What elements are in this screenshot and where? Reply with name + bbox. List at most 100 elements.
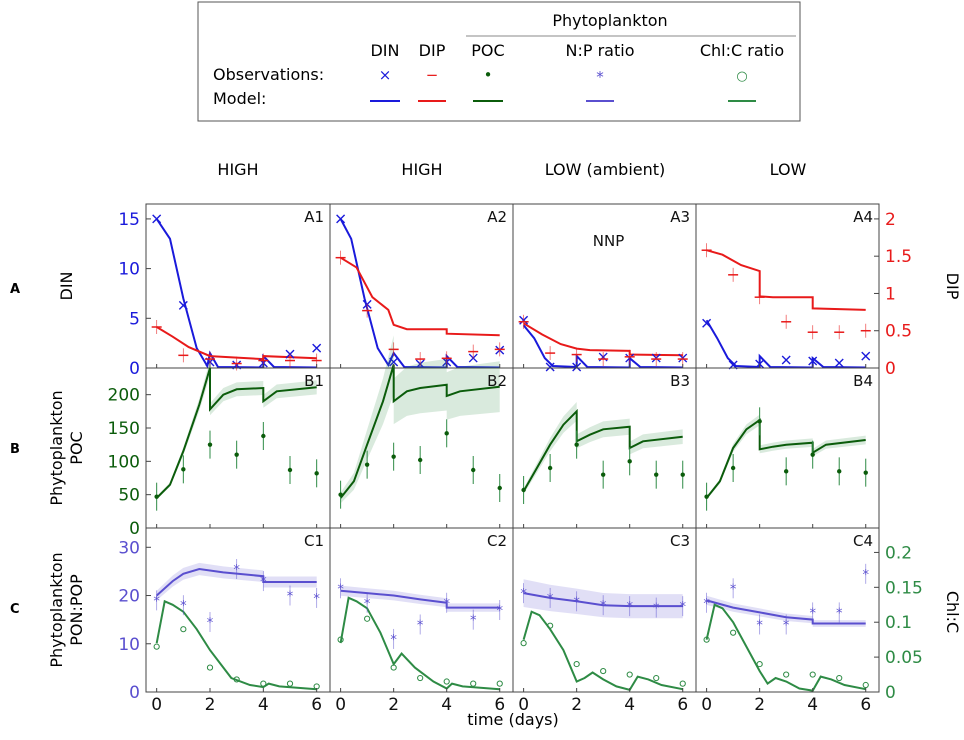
- chl-obs-point: [809, 671, 816, 678]
- chl-obs-point: [626, 671, 633, 678]
- chl-obs-point: [233, 676, 240, 683]
- din-obs-point: [808, 356, 818, 366]
- left-tick-label: 0: [129, 359, 140, 379]
- din-obs-point: [781, 355, 791, 365]
- chl-obs-point: [470, 680, 477, 687]
- left-tick-label: 10: [118, 260, 140, 280]
- poc-obs-point: [497, 485, 502, 491]
- poc-obs-point: [704, 494, 709, 499]
- y-label-np-line1: Phytoplankton: [47, 552, 66, 667]
- panel-b2: B2: [329, 335, 514, 529]
- left-tick-label: 15: [118, 210, 140, 230]
- din-obs-point: [861, 351, 871, 361]
- np-obs-point: *: [443, 597, 450, 612]
- panel-label: A1: [304, 208, 324, 226]
- poc-uncertainty-band: [340, 335, 500, 504]
- poc-obs-point: [314, 471, 319, 476]
- poc-uncertainty-band: [156, 360, 317, 500]
- poc-obs-point: [181, 467, 186, 472]
- panel-frame: [512, 367, 697, 529]
- poc-obs-point: [261, 433, 266, 439]
- x-tick-label: 4: [807, 695, 818, 715]
- legend-obs-din-symbol: ×: [379, 66, 392, 84]
- poc-model-line: [339, 364, 500, 499]
- chl-obs-point: [703, 636, 710, 643]
- x-tick-label: 0: [151, 695, 162, 715]
- left-tick-label: 10: [118, 635, 140, 655]
- din-obs-point: [152, 214, 162, 224]
- column-title-2: HIGH: [401, 160, 442, 179]
- column-title-4: LOW: [770, 160, 807, 179]
- panel-label: C3: [670, 532, 690, 550]
- chl-obs-point: [653, 674, 660, 682]
- np-obs-point: *: [653, 602, 660, 617]
- panel-a1: A1: [145, 203, 331, 371]
- poc-obs-point: [574, 442, 579, 447]
- np-obs-point: *: [679, 600, 686, 615]
- poc-model-line: [522, 408, 683, 492]
- poc-model-line: [705, 418, 866, 499]
- x-tick-label: 4: [624, 695, 635, 715]
- np-obs-point: *: [756, 618, 763, 633]
- chl-model-line: [522, 610, 683, 692]
- x-tick-label: 2: [571, 695, 582, 715]
- chl-obs-point: [390, 664, 397, 671]
- panel-label: C1: [304, 532, 324, 550]
- np-obs-point: *: [390, 633, 397, 648]
- x-tick-label: 6: [494, 695, 505, 715]
- panel-label: B2: [487, 372, 507, 390]
- y-label-poc-line1: Phytoplankton: [47, 390, 66, 505]
- legend-group-title: Phytoplankton: [552, 11, 667, 30]
- column-title-3: LOW (ambient): [545, 160, 666, 179]
- din-obs-point: [702, 318, 712, 328]
- panel-c4: * * * * * * * C4: [695, 527, 880, 693]
- din-obs-point: [545, 362, 555, 372]
- panel-label: C4: [853, 532, 873, 550]
- np-model-line: [523, 592, 683, 608]
- panel-frame: [512, 203, 697, 369]
- din-model-line: [339, 218, 500, 369]
- right-tick-label: 1: [885, 284, 896, 304]
- np-obs-point: *: [626, 600, 633, 615]
- legend-col-dip: DIP: [419, 41, 446, 60]
- np-obs-point: *: [313, 592, 320, 607]
- chl-model-line: [339, 596, 500, 691]
- np-obs-point: *: [496, 604, 503, 619]
- panel-b3: B3: [512, 367, 697, 529]
- poc-obs-point: [783, 469, 789, 474]
- np-obs-point: *: [180, 599, 187, 614]
- right-tick-label: 1.5: [885, 247, 912, 267]
- poc-obs-point: [287, 467, 293, 473]
- chl-obs-point: [417, 674, 424, 682]
- din-obs-point: [336, 214, 346, 224]
- x-tick-label: 4: [441, 695, 452, 715]
- chl-obs-point: [547, 622, 554, 629]
- dip-model-line: [706, 249, 866, 311]
- x-tick-label: 6: [311, 695, 322, 715]
- row-letter-a: A: [10, 282, 20, 297]
- left-tick-label: 0: [129, 519, 140, 539]
- right-tick-label: 0.5: [885, 322, 912, 342]
- legend-col-poc: POC: [471, 41, 504, 60]
- left-tick-label: 30: [118, 538, 140, 558]
- poc-obs-point: [338, 492, 343, 497]
- poc-obs-point: [837, 469, 842, 474]
- poc-obs-point: [757, 419, 762, 424]
- x-tick-label: 4: [258, 695, 269, 715]
- left-tick-label: 5: [129, 309, 140, 329]
- poc-obs-point: [444, 431, 449, 436]
- panel-frame: [145, 527, 331, 693]
- chl-obs-point: [180, 626, 187, 633]
- right-tick-label: 0.15: [885, 578, 923, 598]
- panel-label: B1: [304, 372, 324, 390]
- poc-model-line: [155, 367, 317, 499]
- right-tick-label: 2: [885, 210, 896, 230]
- y-label-np-line2: PON:POP: [67, 574, 86, 646]
- chl-obs-point: [364, 615, 371, 622]
- poc-obs-point: [810, 452, 815, 457]
- row-letter-b: B: [10, 442, 20, 457]
- panel-frame: [695, 527, 880, 693]
- x-tick-label: 2: [205, 695, 216, 715]
